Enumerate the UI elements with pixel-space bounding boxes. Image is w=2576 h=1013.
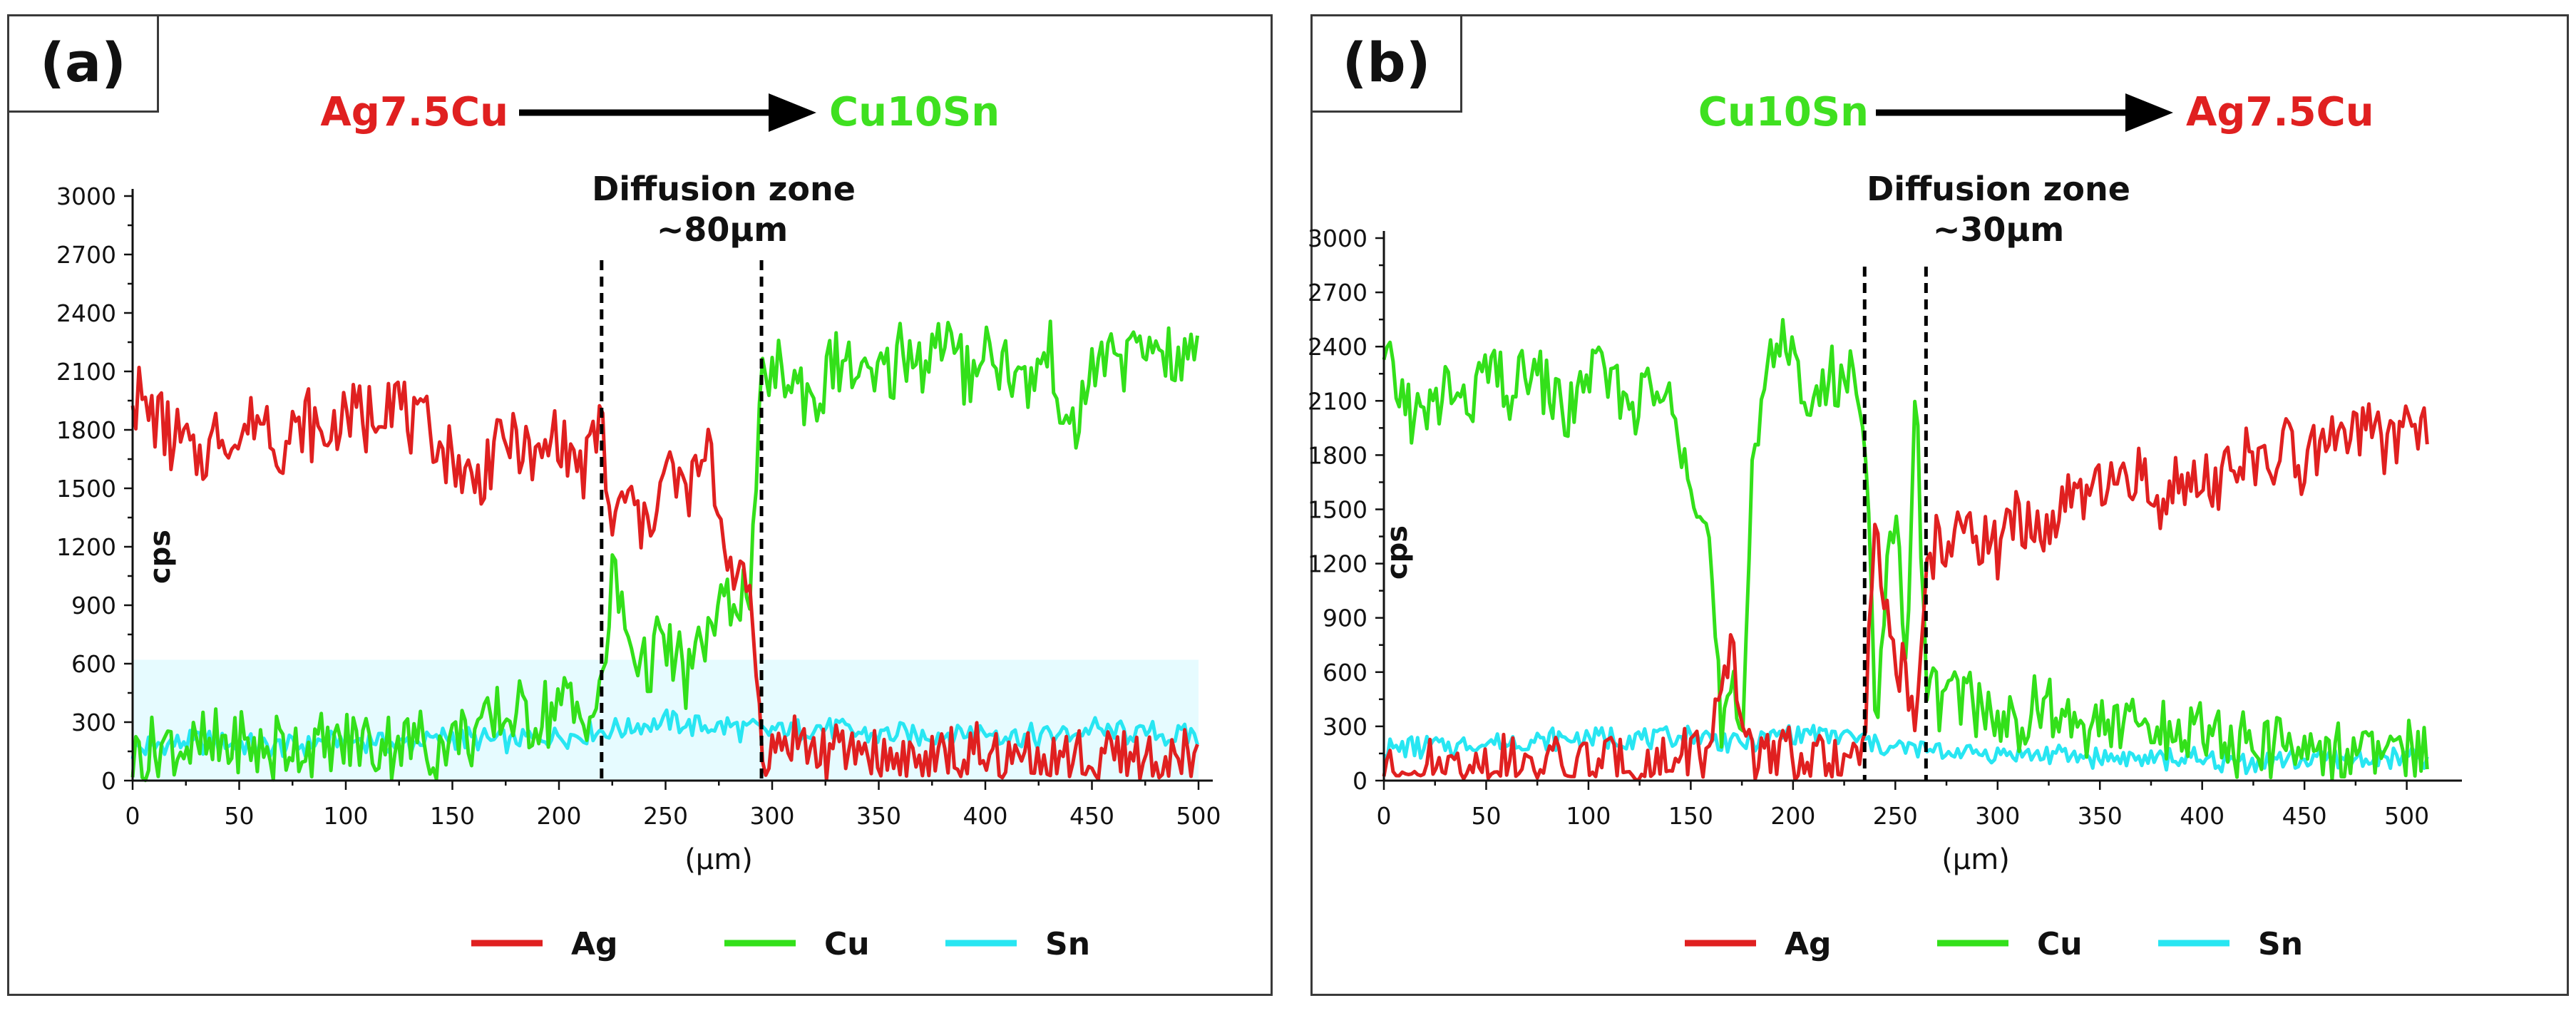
panel-b: (b) Cu10Sn Ag7.5Cu Diffusion zone ~30μm … [1308, 14, 2569, 996]
x-tick-label: 250 [643, 802, 688, 830]
y-tick-label: 2100 [56, 358, 116, 386]
legend: Ag Cu Sn [471, 926, 1090, 962]
x-tick-label: 400 [963, 802, 1008, 830]
legend: Ag Cu Sn [1685, 926, 2303, 962]
title-arrow-head [2125, 93, 2173, 132]
title-right: Cu10Sn [829, 89, 1000, 135]
title-left: Ag7.5Cu [320, 89, 508, 135]
x-tick-label: 250 [1873, 802, 1918, 830]
x-tick-label: 0 [125, 802, 140, 830]
y-tick-label: 600 [1323, 659, 1367, 687]
y-tick-label: 2700 [56, 241, 116, 269]
series-line-ag [1382, 402, 2429, 782]
y-axis-label: cps [1381, 525, 1414, 580]
title-arrow-head [769, 93, 816, 132]
y-tick-label: 1800 [1308, 441, 1367, 469]
x-tick-label: 400 [2180, 802, 2225, 830]
diffusion-zone-width: ~80μm [657, 210, 788, 249]
y-tick-label: 2400 [1308, 333, 1367, 361]
y-tick-label: 300 [1323, 713, 1367, 741]
x-tick-label: 300 [1975, 802, 2020, 830]
y-tick-label: 2400 [56, 299, 116, 327]
x-tick-label: 450 [2282, 802, 2327, 830]
y-tick-label: 1200 [56, 533, 116, 561]
x-tick-label: 50 [225, 802, 255, 830]
legend-label-sn: Sn [1045, 926, 1090, 962]
x-axis-label: (μm) [1941, 843, 2010, 876]
series-line-cu [1382, 318, 2429, 782]
x-tick-label: 500 [1176, 802, 1221, 830]
y-axis-label: cps [144, 530, 177, 584]
title-right: Ag7.5Cu [2186, 89, 2374, 135]
panel-tag: (a) [9, 16, 159, 113]
panel-a: (a) Ag7.5Cu Cu10Sn Diffusion zone ~80μm … [7, 14, 1273, 996]
y-tick-label: 1500 [56, 475, 116, 503]
x-tick-label: 350 [2078, 802, 2123, 830]
x-tick-label: 200 [537, 802, 582, 830]
diffusion-zone-label: Diffusion zone [1867, 170, 2130, 208]
x-tick-label: 150 [430, 802, 475, 830]
legend-label-ag: Ag [571, 926, 618, 962]
legend-label-cu: Cu [824, 926, 870, 962]
y-tick-label: 300 [71, 709, 116, 736]
x-tick-label: 100 [1566, 802, 1611, 830]
y-tick-label: 1800 [56, 416, 116, 444]
x-tick-label: 500 [2384, 802, 2429, 830]
y-tick-label: 1500 [1308, 496, 1367, 524]
y-tick-label: 900 [1323, 605, 1367, 632]
x-tick-label: 450 [1069, 802, 1114, 830]
x-tick-label: 350 [856, 802, 901, 830]
x-tick-label: 150 [1668, 802, 1713, 830]
y-tick-label: 3000 [1308, 225, 1367, 252]
diffusion-zone-label: Diffusion zone [592, 170, 856, 208]
x-tick-label: 300 [750, 802, 795, 830]
x-tick-label: 0 [1377, 802, 1392, 830]
y-tick-label: 0 [101, 767, 116, 795]
x-tick-label: 200 [1770, 802, 1815, 830]
y-tick-label: 900 [71, 592, 116, 619]
y-tick-label: 2700 [1308, 279, 1367, 307]
y-tick-label: 3000 [56, 182, 116, 210]
x-tick-label: 100 [324, 802, 369, 830]
y-tick-label: 1200 [1308, 550, 1367, 578]
y-tick-label: 2100 [1308, 387, 1367, 415]
chart-b: Cu10Sn Ag7.5Cu Diffusion zone ~30μm cps … [1308, 89, 2462, 962]
diffusion-zone-width: ~30μm [1933, 210, 2064, 249]
series-line-cu [130, 319, 1199, 783]
y-tick-label: 0 [1353, 767, 1367, 795]
series-line-ag [130, 366, 1199, 782]
chart-a: Ag7.5Cu Cu10Sn Diffusion zone ~80μm cps … [56, 89, 1221, 962]
legend-label-cu: Cu [2037, 926, 2083, 962]
panel-tag: (b) [1313, 16, 1462, 113]
legend-label-sn: Sn [2258, 926, 2303, 962]
title-left: Cu10Sn [1698, 89, 1869, 135]
legend-label-ag: Ag [1785, 926, 1832, 962]
x-tick-label: 50 [1471, 802, 1501, 830]
y-tick-label: 600 [71, 650, 116, 678]
x-axis-label: (μm) [684, 843, 753, 876]
